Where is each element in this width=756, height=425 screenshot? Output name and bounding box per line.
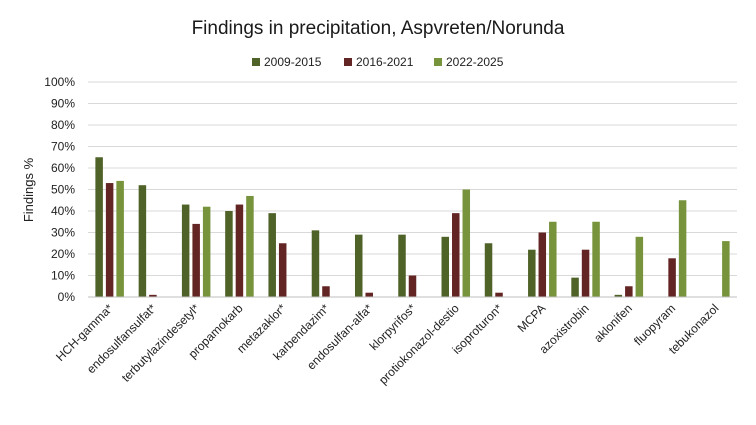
x-category-label: terbutylazindesetyl* — [119, 301, 203, 385]
bar — [181, 204, 190, 297]
bar — [202, 206, 211, 297]
bar — [105, 183, 114, 297]
bar — [192, 223, 200, 297]
bar — [225, 211, 233, 297]
legend-label: 2016-2021 — [356, 55, 414, 69]
bar — [581, 249, 590, 297]
bar — [462, 189, 471, 297]
y-axis-ticks: 0% 10% 20% 30% 40% 50% 60% 70% 80% 90% 100% — [44, 75, 75, 304]
bar — [668, 258, 676, 297]
x-category-label: MCPA — [515, 301, 549, 335]
bar — [452, 213, 460, 297]
bars — [95, 157, 730, 297]
legend: 2009-2015 2016-2021 2022-2025 — [252, 55, 504, 69]
y-tick-label: 30% — [51, 226, 75, 240]
x-category-label: aklonifen — [591, 301, 635, 345]
y-tick-label: 90% — [51, 97, 75, 111]
y-tick-label: 10% — [51, 269, 75, 283]
legend-swatch — [252, 58, 260, 66]
x-category-label: protiokonazol-destio — [376, 301, 462, 387]
bar — [549, 221, 557, 297]
bar — [528, 249, 536, 297]
bar — [571, 277, 579, 297]
bar — [592, 221, 600, 297]
bar — [495, 292, 503, 297]
bar — [354, 234, 363, 297]
y-tick-label: 40% — [51, 204, 75, 218]
y-tick-label: 50% — [51, 183, 75, 197]
bar — [268, 213, 276, 297]
legend-swatch — [434, 58, 442, 66]
bar — [365, 292, 373, 297]
y-tick-label: 80% — [51, 118, 75, 132]
bar — [116, 180, 124, 297]
bar — [538, 232, 547, 297]
bar — [441, 236, 450, 297]
bar — [311, 230, 320, 297]
legend-label: 2009-2015 — [264, 55, 322, 69]
bar — [138, 185, 147, 297]
y-tick-label: 0% — [58, 290, 76, 304]
legend-swatch — [344, 58, 352, 66]
y-tick-label: 100% — [44, 75, 75, 89]
chart-title: Findings in precipitation, Aspvreten/Nor… — [192, 18, 565, 39]
bar — [625, 286, 633, 297]
bar — [398, 234, 406, 297]
legend-label: 2022-2025 — [446, 55, 504, 69]
bar — [635, 236, 644, 297]
bar — [246, 195, 254, 297]
bar — [235, 204, 244, 297]
x-axis-categories: HCH-gamma*endosulfansulfat*terbutylazind… — [53, 301, 721, 387]
bar — [322, 286, 330, 297]
bar — [678, 200, 687, 297]
bar — [722, 241, 730, 297]
bar — [614, 294, 623, 297]
bar — [484, 243, 493, 297]
bar — [278, 243, 287, 297]
bar — [95, 157, 103, 297]
bar — [149, 294, 157, 297]
y-tick-label: 70% — [51, 140, 75, 154]
y-axis-label: Findings % — [21, 157, 36, 222]
y-tick-label: 60% — [51, 161, 75, 175]
bar — [408, 275, 417, 297]
y-tick-label: 20% — [51, 247, 75, 261]
